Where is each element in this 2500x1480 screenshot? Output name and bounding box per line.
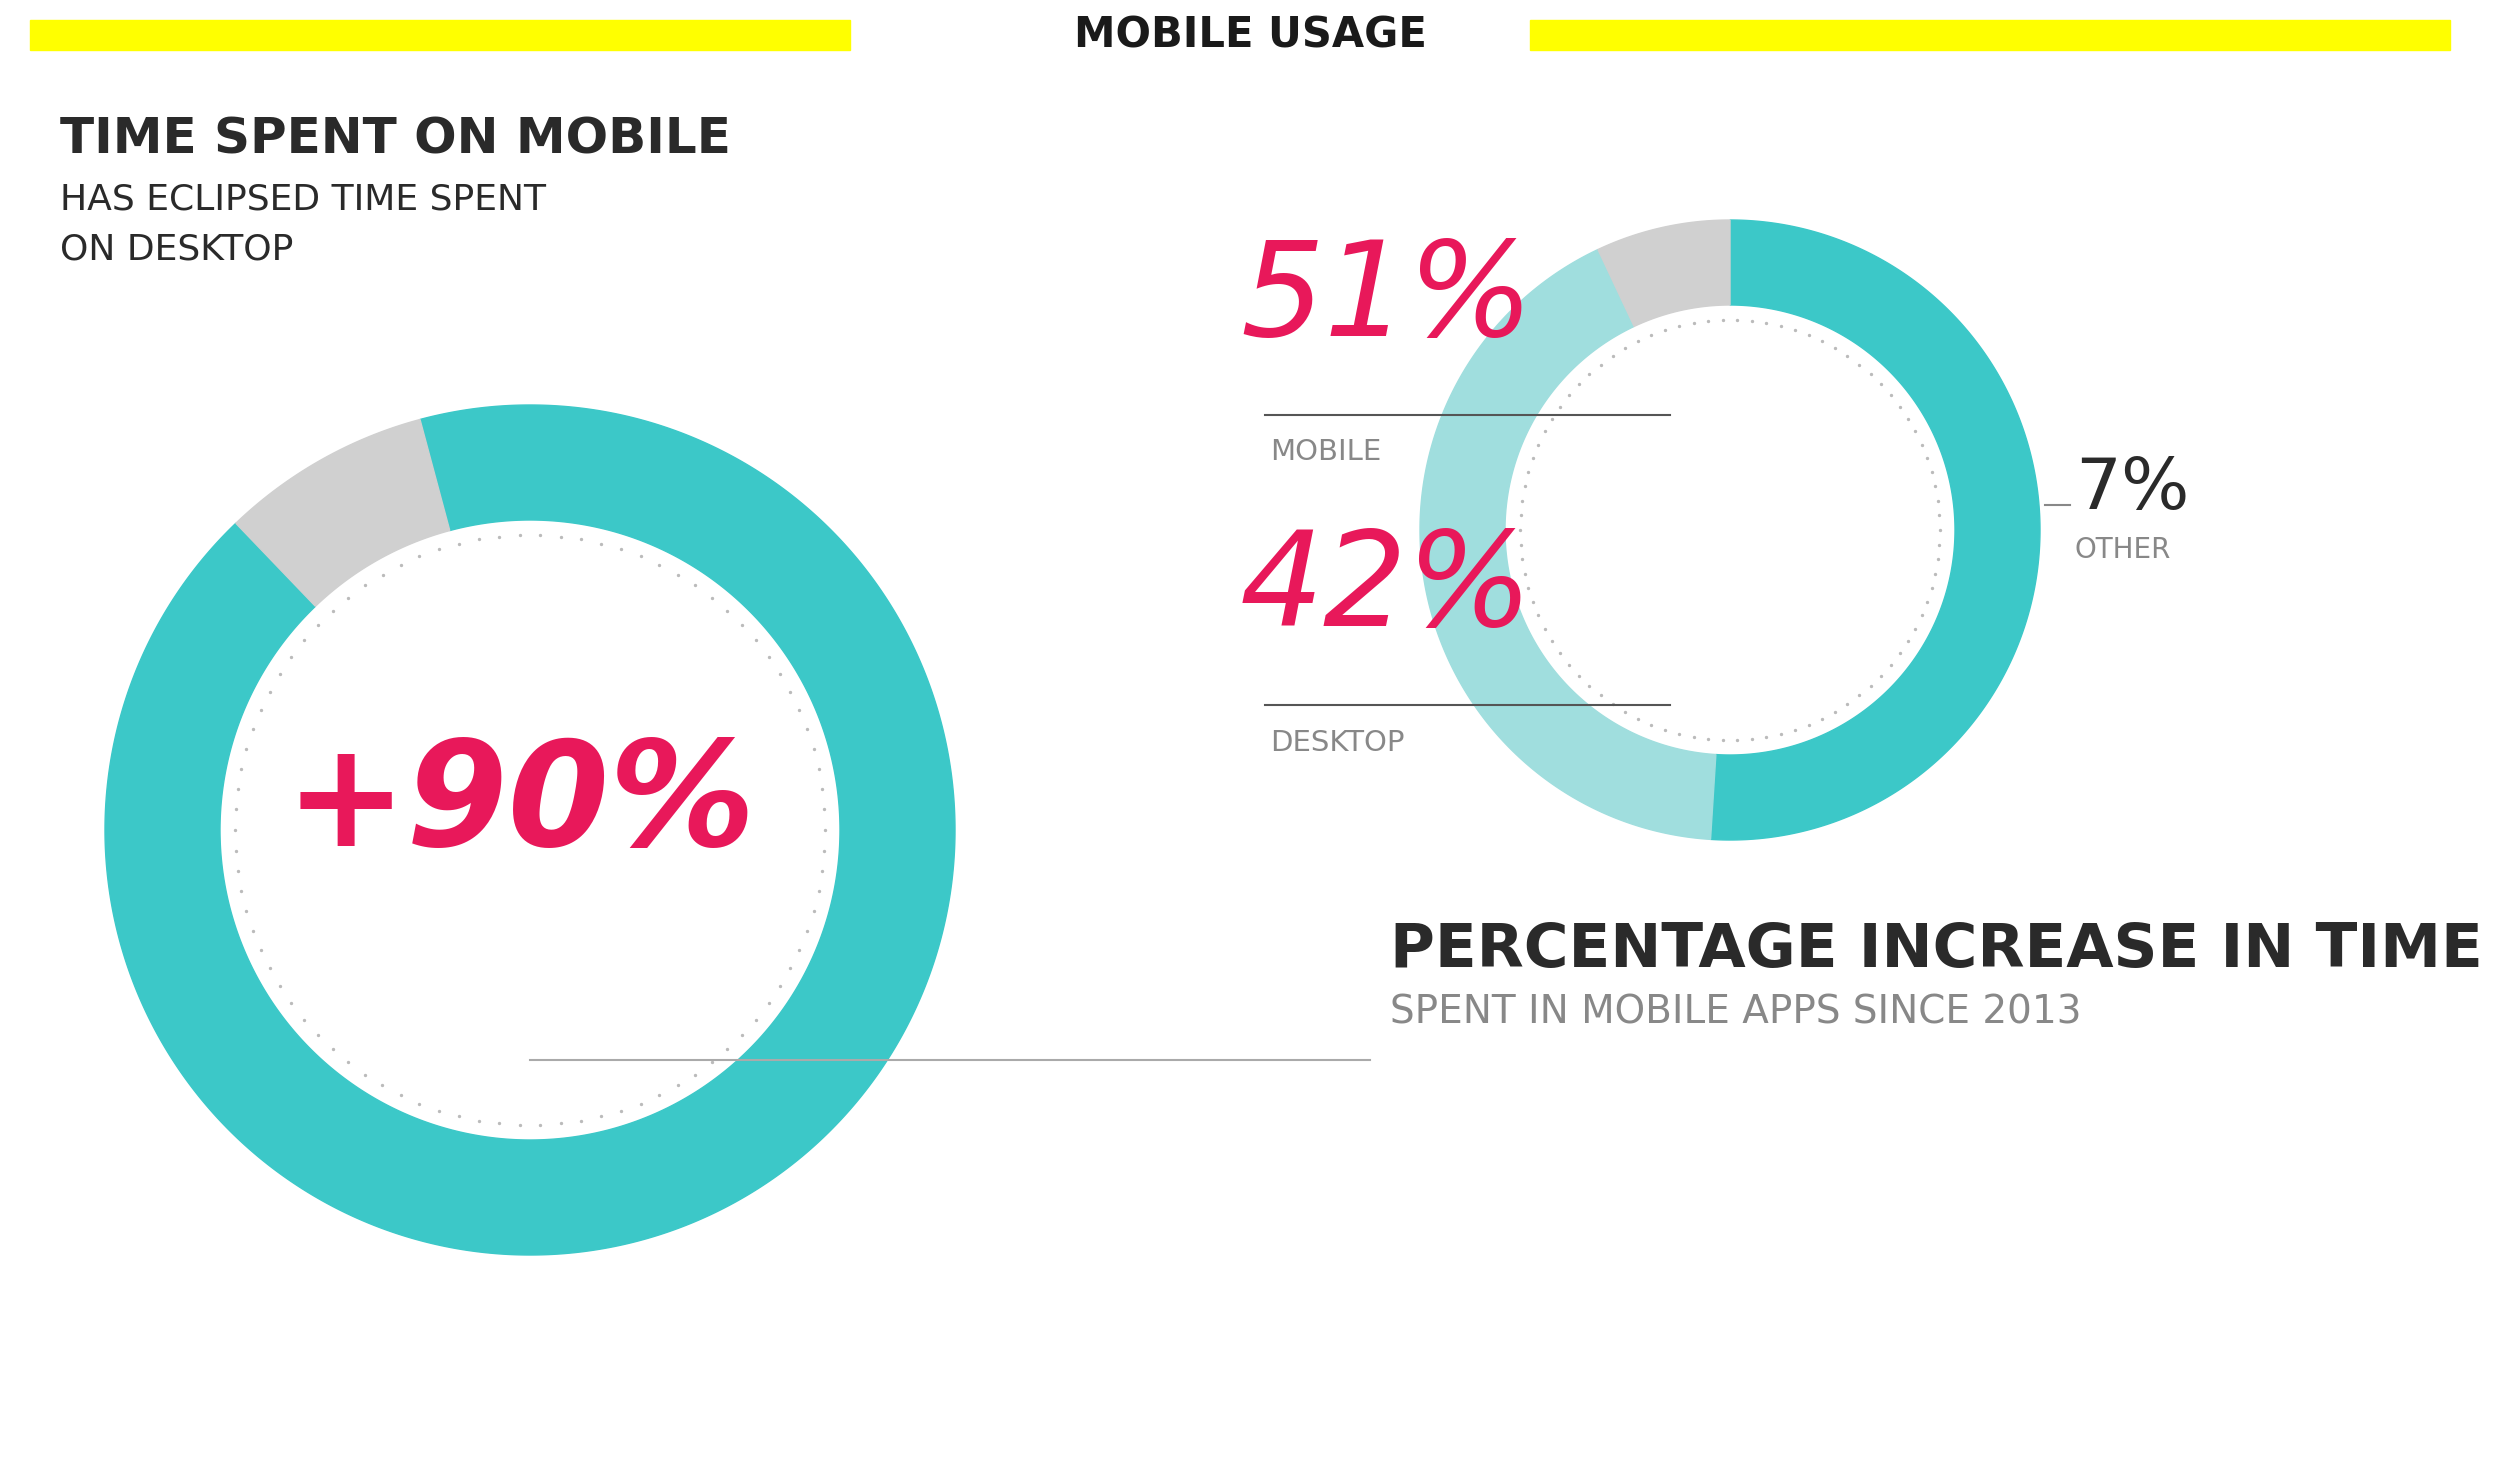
Text: 7%: 7% (2075, 456, 2190, 524)
Text: TIME SPENT ON MOBILE: TIME SPENT ON MOBILE (60, 115, 730, 164)
Text: 51%: 51% (1240, 237, 1532, 364)
Polygon shape (235, 419, 450, 607)
Bar (30, 21, 850, 50)
Text: MOBILE USAGE: MOBILE USAGE (1072, 13, 1428, 56)
Bar (1530, 21, 2450, 50)
Polygon shape (105, 406, 955, 1255)
Text: OTHER: OTHER (2075, 536, 2172, 564)
Text: PERCENTAGE INCREASE IN TIME: PERCENTAGE INCREASE IN TIME (1390, 921, 2482, 980)
Polygon shape (1710, 221, 2040, 841)
Text: ON DESKTOP: ON DESKTOP (60, 232, 292, 266)
Text: MOBILE: MOBILE (1270, 438, 1380, 466)
Text: DESKTOP: DESKTOP (1270, 730, 1405, 756)
Text: 42%: 42% (1240, 527, 1532, 654)
Text: +90%: +90% (285, 734, 755, 876)
Polygon shape (1598, 221, 1730, 327)
Text: HAS ECLIPSED TIME SPENT: HAS ECLIPSED TIME SPENT (60, 184, 545, 218)
Polygon shape (1420, 250, 1715, 839)
Text: SPENT IN MOBILE APPS SINCE 2013: SPENT IN MOBILE APPS SINCE 2013 (1390, 993, 2082, 1032)
